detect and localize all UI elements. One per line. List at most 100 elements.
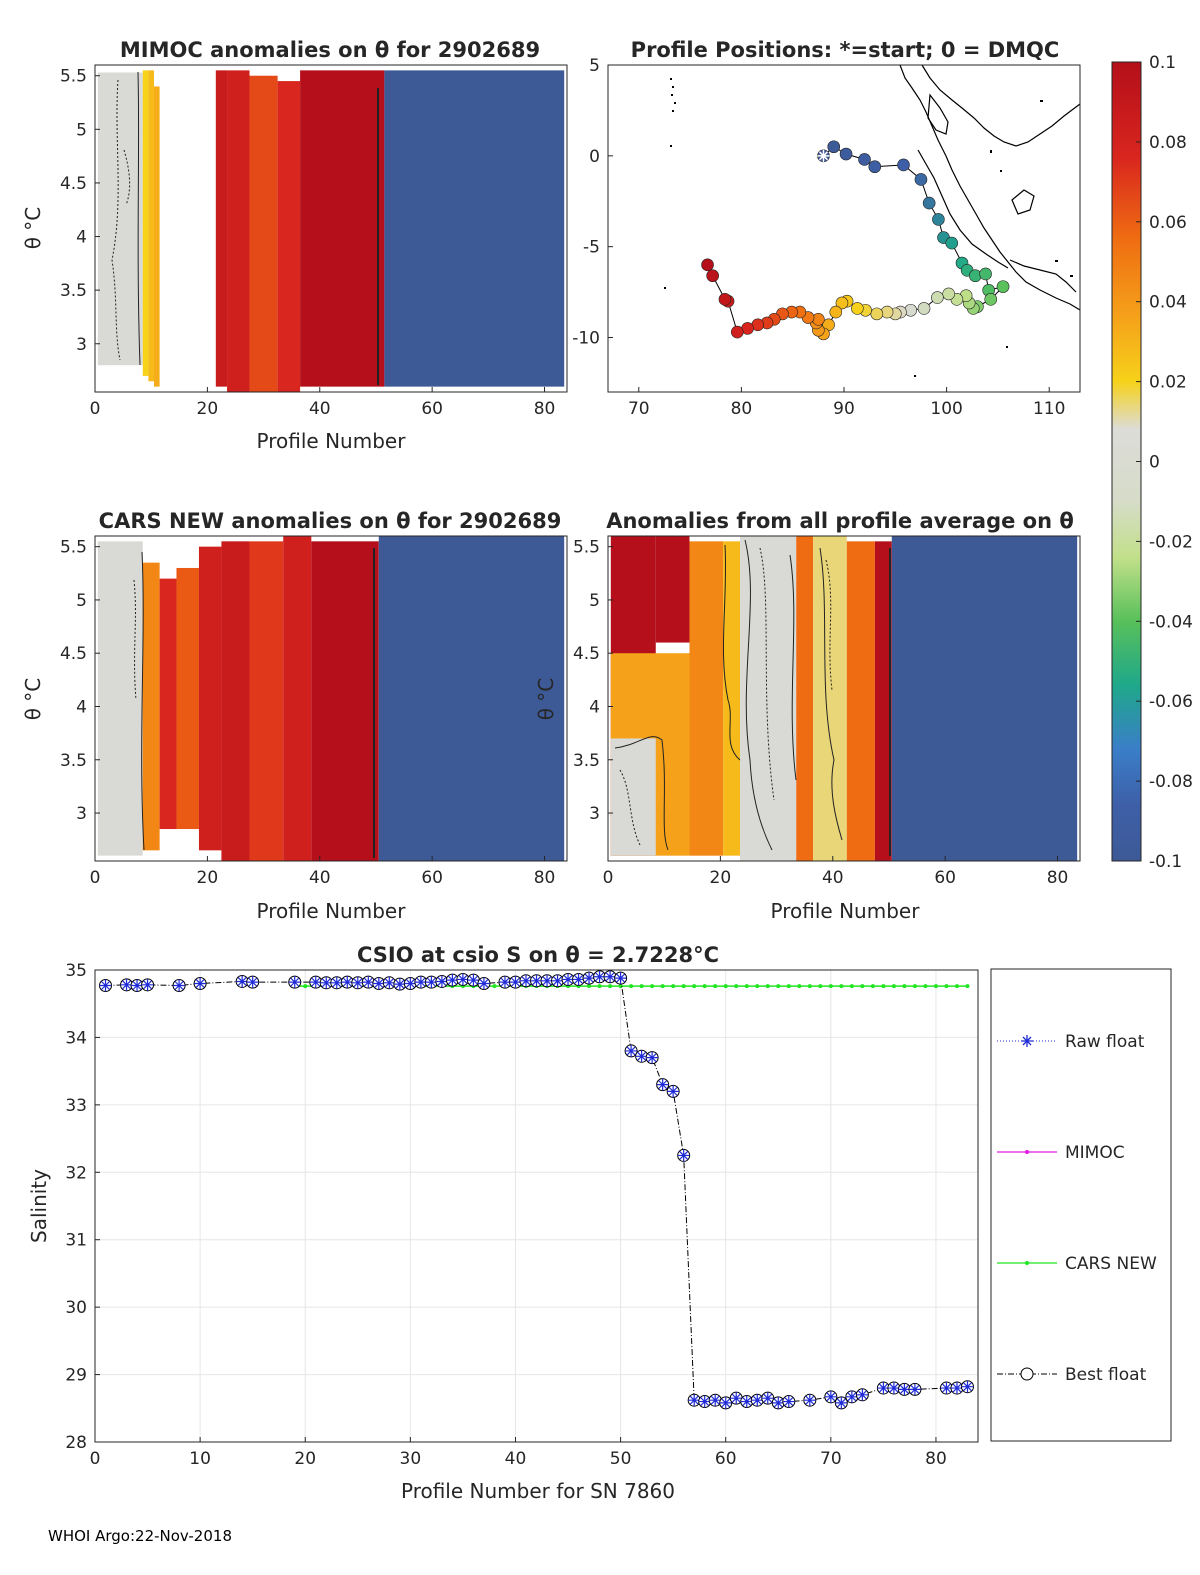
- cars-new-point: [797, 984, 802, 989]
- salinity-axes-box: [94, 969, 979, 1443]
- dot-icon: [1025, 1261, 1029, 1265]
- heatmap-cell: [874, 541, 892, 861]
- heatmap-cell: [97, 541, 143, 856]
- allavg-title: Anomalies from all profile average on θ: [606, 509, 1074, 533]
- float-point: [288, 975, 302, 989]
- y-tick-label: 3: [76, 335, 87, 355]
- raw-float-marker: [246, 976, 259, 989]
- profile-position-point: [827, 140, 841, 154]
- legend-item-cars-new: CARS NEW: [997, 1254, 1157, 1274]
- mimoc-x-ticks: 0 20 40 60 80: [90, 387, 555, 419]
- y-tick-label: 35: [65, 961, 87, 981]
- y-tick-label: 5: [589, 56, 600, 76]
- raw-float-marker: [604, 970, 617, 983]
- salinity-panel: CSIO at csio S on θ = 2.7228°C 0 10 20 30 40…: [27, 943, 979, 1503]
- positions-title: Profile Positions: *=start; 0 = DMQC: [631, 38, 1060, 62]
- raw-float-marker: [583, 972, 596, 985]
- y-tick-label: 4.5: [60, 644, 87, 664]
- cars-new-point: [303, 984, 308, 989]
- float-point: [351, 976, 365, 990]
- colorbar-ticks: 0.1 0.08 0.06 0.04 0.02 0 -0.02 -0.04 -0.06 -0.08…: [1136, 53, 1193, 872]
- profile-position-point: [829, 305, 843, 319]
- heatmap-cell: [610, 738, 656, 856]
- colorbar-tick-label: 0.08: [1149, 133, 1187, 153]
- y-tick-label: 5: [589, 591, 600, 611]
- float-point: [540, 974, 554, 988]
- float-point: [887, 1381, 901, 1395]
- raw-float-marker: [593, 970, 606, 983]
- y-tick-label: 3.5: [573, 751, 600, 771]
- allavg-y-ticks: 3 3.5 4 4.5 5 5.5: [573, 538, 613, 824]
- heatmap-cell: [813, 536, 847, 861]
- x-tick-label: 0: [90, 868, 101, 888]
- x-tick-label: 90: [833, 399, 855, 419]
- positions-panel: Profile Positions: *=start; 0 = DMQC 70 8…: [572, 38, 1081, 419]
- x-tick-label: 80: [731, 399, 753, 419]
- x-tick-label: 60: [421, 399, 443, 419]
- heatmap-cell: [249, 75, 278, 392]
- raw-float-marker: [667, 1085, 680, 1098]
- cars-new-point: [965, 984, 970, 989]
- y-tick-label: -10: [572, 329, 600, 349]
- raw-float-marker: [288, 976, 301, 989]
- colorbar-tick-label: 0.1: [1149, 53, 1176, 73]
- profile-position-point: [914, 173, 928, 186]
- x-tick-label: 70: [820, 1449, 842, 1469]
- y-tick-label: 5.5: [60, 67, 87, 87]
- legend-item-mimoc: MIMOC: [997, 1143, 1125, 1163]
- float-point: [382, 976, 396, 990]
- raw-float-marker: [761, 1392, 774, 1405]
- cars-new-point: [839, 984, 844, 989]
- legend-label-raw-float: Raw float: [1065, 1032, 1145, 1052]
- y-tick-label: 5.5: [573, 538, 600, 558]
- legend-item-raw-float: Raw float: [997, 1032, 1145, 1052]
- cars-new-point: [608, 984, 613, 989]
- profile-position-point: [897, 158, 910, 172]
- float-point: [614, 971, 628, 985]
- profile-position-point: [812, 313, 825, 326]
- heatmap-cell: [723, 541, 741, 856]
- x-tick-label: 110: [1033, 399, 1065, 419]
- x-tick-label: 10: [189, 1449, 211, 1469]
- cars-new-point: [681, 984, 686, 989]
- profile-position-point: [942, 287, 955, 301]
- y-tick-label: -5: [583, 238, 600, 258]
- float-point: [603, 970, 617, 984]
- heatmap-cell: [277, 81, 301, 392]
- x-tick-label: 80: [1047, 868, 1069, 888]
- allavg-axes-box: [607, 535, 1081, 862]
- mimoc-panel: MIMOC anomalies on θ for 2902689 0 20 40 60…: [21, 38, 568, 453]
- heatmap-cell: [846, 541, 875, 861]
- raw-float-marker: [477, 977, 490, 990]
- x-tick-label: 80: [534, 868, 556, 888]
- raw-float-marker: [236, 975, 249, 988]
- x-tick-label: 40: [505, 1449, 527, 1469]
- x-tick-label: 50: [610, 1449, 632, 1469]
- x-tick-label: 0: [90, 399, 101, 419]
- profile-position-point: [870, 307, 884, 321]
- start-marker: [817, 149, 830, 162]
- raw-float-marker: [856, 1388, 869, 1401]
- colorbar-tick-label: -0.04: [1149, 612, 1193, 632]
- x-tick-label: 100: [930, 399, 962, 419]
- float-point: [750, 1393, 764, 1407]
- float-point: [845, 1390, 859, 1404]
- y-tick-label: 4.5: [573, 644, 600, 664]
- cars-new-point: [828, 984, 833, 989]
- heatmap-cell: [689, 541, 724, 856]
- profile-position-point: [730, 325, 744, 339]
- cars-new-point: [786, 984, 791, 989]
- float-point: [782, 1395, 796, 1409]
- cars-new-point: [765, 984, 770, 989]
- float-point: [572, 972, 586, 986]
- circle-icon: [1020, 1367, 1034, 1381]
- footer-stamp: WHOI Argo:22-Nov-2018: [48, 1527, 232, 1545]
- heatmap-cell: [154, 86, 160, 387]
- cars-new-point: [702, 984, 707, 989]
- raw-float-marker: [730, 1392, 743, 1405]
- salinity-plot-area: [95, 970, 978, 1442]
- float-point: [319, 976, 333, 990]
- cars-axes-box: [94, 535, 568, 862]
- float-point: [246, 975, 260, 989]
- x-tick-label: 60: [421, 868, 443, 888]
